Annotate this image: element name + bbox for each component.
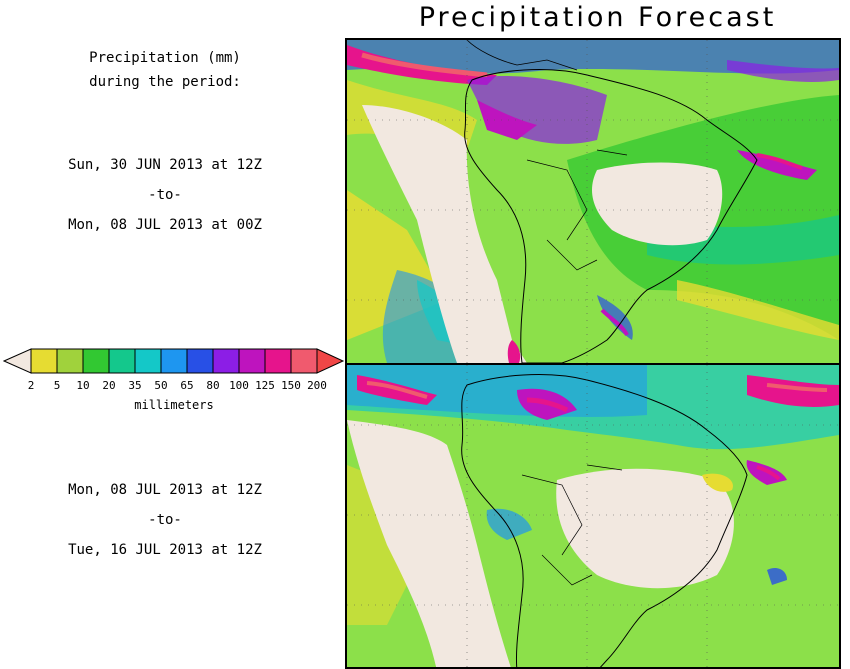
colorbar-tick-label: 35: [128, 379, 142, 392]
forecast-map-period-2: [345, 363, 841, 669]
colorbar-tick-label: 125: [255, 379, 275, 392]
colorbar-tick-label: 5: [53, 379, 61, 392]
colorbar-tick-label: 20: [102, 379, 116, 392]
colorbar-tick-label: 2: [27, 379, 35, 392]
colorbar-tick-label: 200: [307, 379, 327, 392]
page-title: Precipitation Forecast: [418, 2, 777, 33]
colorbar-bin: [212, 348, 240, 374]
colorbar-bin: [134, 348, 162, 374]
colorbar-bins: [30, 348, 318, 374]
colorbar-tick-label: 100: [229, 379, 249, 392]
colorbar-tick-label: 10: [76, 379, 90, 392]
period-1-sep: -to-: [148, 187, 182, 203]
colorbar-tick-labels: 2 5 10 20 35 50 65 80 100 125 150 200: [3, 379, 345, 393]
colorbar-above-arrow: [316, 348, 345, 374]
colorbar-bin: [108, 348, 136, 374]
colorbar-below-arrow: [2, 348, 32, 374]
colorbar-tick-label: 50: [154, 379, 168, 392]
colorbar-tick-label: 150: [281, 379, 301, 392]
heading-line-1: Precipitation (mm): [89, 50, 241, 66]
colorbar: [2, 348, 345, 374]
period-1-label: Sun, 30 JUN 2013 at 12Z -to- Mon, 08 JUL…: [0, 150, 330, 240]
colorbar-tick-label: 65: [180, 379, 194, 392]
colorbar-bin: [56, 348, 84, 374]
colorbar-bin: [186, 348, 214, 374]
colorbar-tick-label: 80: [206, 379, 220, 392]
colorbar-bin: [82, 348, 110, 374]
colorbar-bin: [30, 348, 58, 374]
period-1-start: Sun, 30 JUN 2013 at 12Z: [68, 157, 262, 173]
precip-heading: Precipitation (mm) during the period:: [0, 46, 330, 94]
period-2-label: Mon, 08 JUL 2013 at 12Z -to- Tue, 16 JUL…: [0, 475, 330, 565]
colorbar-bin: [264, 348, 292, 374]
forecast-map-period-1: [345, 38, 841, 365]
period-2-sep: -to-: [148, 512, 182, 528]
period-1-end: Mon, 08 JUL 2013 at 00Z: [68, 217, 262, 233]
precip-legend: 2 5 10 20 35 50 65 80 100 125 150 200 millimeters: [2, 348, 345, 418]
heading-line-2: during the period:: [89, 74, 241, 90]
colorbar-bin: [290, 348, 318, 374]
period-2-start: Mon, 08 JUL 2013 at 12Z: [68, 482, 262, 498]
legend-unit: millimeters: [134, 398, 214, 412]
precip-map-1: [347, 40, 839, 363]
colorbar-bin: [160, 348, 188, 374]
precip-map-2: [347, 365, 839, 667]
colorbar-bin: [238, 348, 266, 374]
period-2-end: Tue, 16 JUL 2013 at 12Z: [68, 542, 262, 558]
